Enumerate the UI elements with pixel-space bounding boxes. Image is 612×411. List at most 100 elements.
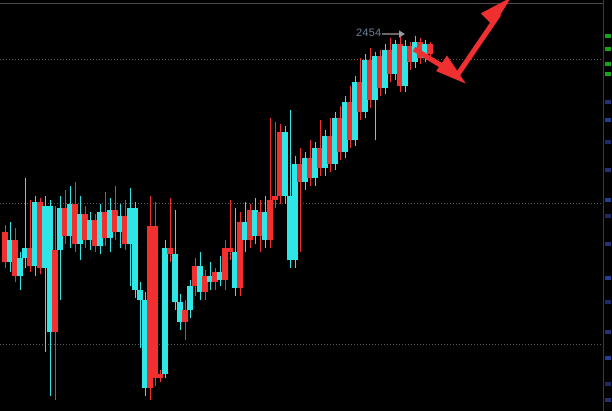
candle-body [292, 164, 298, 260]
candle-body [2, 232, 8, 262]
candle-body [92, 220, 98, 246]
candle-body [222, 248, 228, 280]
candle-body [357, 82, 363, 112]
gridline-2 [0, 344, 612, 345]
candle-wick [230, 200, 231, 260]
candle-body [177, 302, 183, 322]
candle-body [397, 44, 403, 86]
candle-body [152, 226, 158, 378]
price-scale-tick [605, 198, 611, 202]
price-scale-tick [605, 47, 611, 51]
candle-body [37, 202, 43, 268]
candle-body [187, 286, 193, 310]
candle-body [362, 60, 368, 112]
price-scale-tick [605, 276, 611, 280]
price-scale-strip[interactable] [603, 0, 612, 411]
candle-body [382, 50, 388, 88]
candle-body [327, 136, 333, 164]
price-annotation-pointer-icon [382, 30, 405, 38]
candle-body [192, 266, 198, 286]
v-shaped-forecast-arrow [412, 0, 510, 84]
candle-body [102, 212, 108, 238]
candle-body [17, 258, 23, 276]
candle-body [332, 118, 338, 164]
price-scale-tick [605, 72, 611, 76]
candle-body [402, 46, 408, 86]
price-scale-tick [605, 214, 611, 218]
price-scale-tick [605, 100, 611, 104]
candle-body [67, 204, 73, 236]
candle-wick [25, 178, 26, 268]
candle-body [422, 44, 428, 58]
candle-body [237, 222, 243, 288]
candle-body [202, 276, 208, 292]
candle-body [82, 214, 88, 240]
candle-body [347, 102, 353, 140]
candle-body [97, 212, 103, 246]
candle-body [407, 46, 413, 62]
candle-wick [290, 110, 291, 268]
candle-wick [300, 148, 301, 252]
candle-body [112, 210, 118, 232]
candle-body [352, 82, 358, 140]
candle-body [252, 210, 258, 236]
candle-body [317, 148, 323, 168]
candle-body [167, 248, 173, 254]
price-scale-tick [605, 242, 611, 246]
candle-body [297, 164, 303, 182]
price-scale-tick [605, 382, 611, 386]
price-scale-tick [605, 330, 611, 334]
candle-body [232, 252, 238, 288]
chart-top-border [0, 3, 612, 4]
candle-body [372, 56, 378, 100]
candle-wick [45, 196, 46, 352]
candle-body [117, 216, 123, 232]
candle-body [287, 196, 293, 260]
candle-body [282, 132, 288, 196]
price-scale-tick [605, 398, 611, 402]
candle-body [12, 240, 18, 276]
candle-body [337, 118, 343, 152]
candle-body [212, 272, 218, 282]
candle-body [257, 212, 263, 236]
candle-body [312, 148, 318, 178]
candle-body [22, 248, 28, 258]
candle-body [197, 266, 203, 292]
candle-body [342, 102, 348, 152]
candle-wick [170, 198, 171, 262]
candle-body [272, 196, 278, 200]
candle-body [107, 210, 113, 238]
candle-wick [275, 122, 276, 208]
candle-body [122, 216, 128, 244]
gridline-1 [0, 203, 612, 204]
candle-body [247, 210, 253, 240]
candle-body [162, 248, 168, 374]
price-scale-tick [605, 118, 611, 122]
candle-body [127, 208, 133, 244]
candle-body [142, 300, 148, 388]
candle-body [302, 158, 308, 182]
candle-body [427, 44, 433, 54]
candle-body [52, 250, 58, 332]
candle-body [62, 208, 68, 236]
candle-body [387, 50, 393, 74]
candle-body [87, 220, 93, 240]
price-scale-tick [605, 34, 611, 38]
candle-body [72, 204, 78, 244]
candle-body [392, 44, 398, 74]
candle-body [147, 226, 153, 388]
price-scale-tick [605, 356, 611, 360]
candle-body [227, 248, 233, 252]
gridline-0 [0, 59, 612, 60]
candle-body [172, 254, 178, 302]
candle-body [77, 214, 83, 244]
candle-body [47, 206, 53, 332]
candle-wick [140, 282, 141, 348]
candle-body [57, 208, 63, 250]
candle-body [262, 212, 268, 240]
candle-body [27, 248, 33, 266]
candle-body [367, 60, 373, 100]
candle-body [207, 276, 213, 282]
